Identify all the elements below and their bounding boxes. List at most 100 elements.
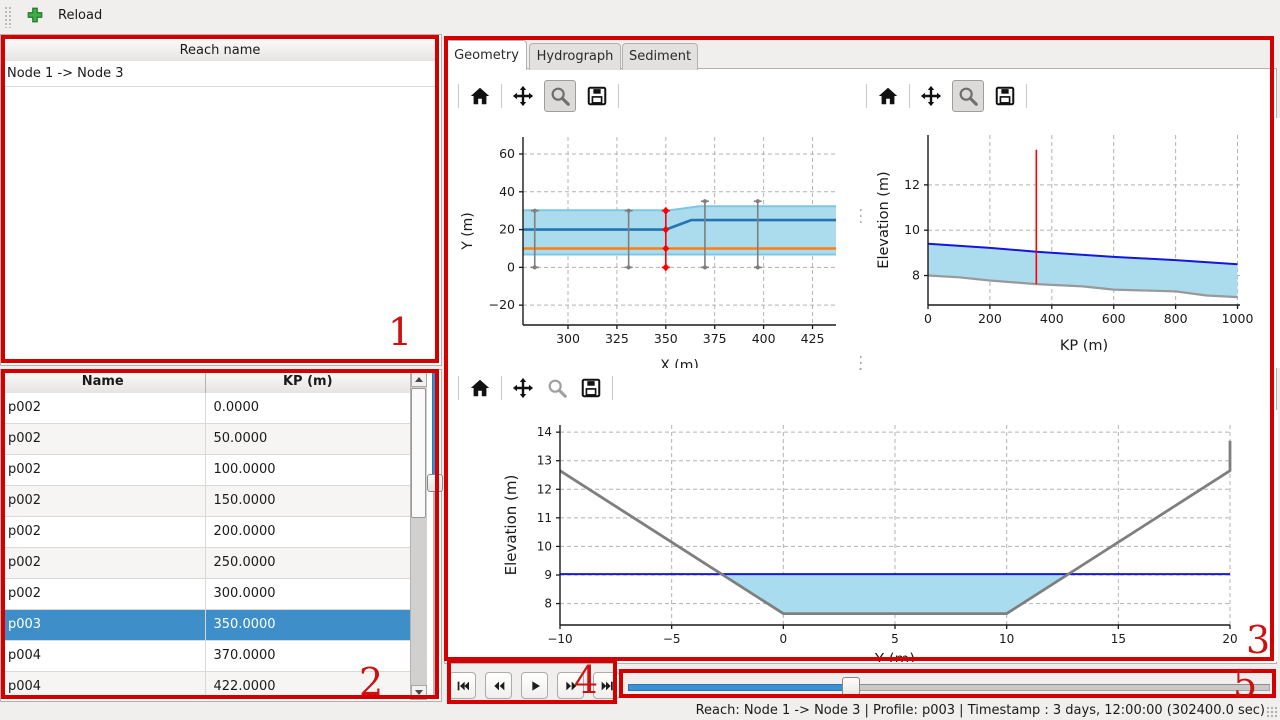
svg-text:15: 15: [1111, 632, 1126, 646]
rewind-button[interactable]: [485, 672, 512, 699]
table-row[interactable]: p002 50.0000: [1, 424, 410, 455]
cell-kp: 250.0000: [213, 555, 276, 570]
reach-panel: Reach name Node 1 -> Node 3: [0, 34, 442, 366]
splitter-handle[interactable]: [859, 207, 862, 223]
skip-to-start-button[interactable]: [449, 672, 476, 699]
toolbar-separator: [618, 84, 619, 108]
column-header-name[interactable]: Name: [1, 371, 206, 394]
time-slider-filled-track: [628, 684, 845, 691]
table-row[interactable]: p002 200.0000: [1, 517, 410, 548]
svg-text:1000: 1000: [1222, 311, 1254, 326]
svg-text:400: 400: [752, 331, 776, 346]
svg-text:9: 9: [544, 568, 552, 582]
svg-text:13: 13: [537, 454, 552, 468]
svg-text:−10: −10: [547, 632, 572, 646]
tab-sediment[interactable]: Sediment: [622, 43, 698, 70]
resize-grip[interactable]: [1266, 706, 1278, 718]
home-icon[interactable]: [875, 83, 901, 109]
zoom-icon[interactable]: [544, 80, 576, 112]
splitter-handle[interactable]: [859, 354, 862, 370]
fast-forward-button[interactable]: [557, 672, 584, 699]
cell-name: p002: [1, 455, 206, 485]
svg-text:300: 300: [556, 331, 580, 346]
zoom-icon[interactable]: [544, 375, 570, 401]
table-row[interactable]: p003 350.0000: [1, 610, 410, 641]
column-header-kp-m-[interactable]: KP (m): [205, 371, 410, 394]
toolbar-separator: [1026, 84, 1027, 108]
profile-table-panel: Name KP (m) p002 0.0000 p002 50.0000 p002 100.…: [0, 369, 442, 702]
cell-name: p002: [1, 548, 206, 578]
status-bar: Reach: Node 1 -> Node 3 | Profile: p003 …: [695, 703, 1265, 718]
home-icon[interactable]: [467, 83, 493, 109]
cell-name: p004: [1, 672, 206, 699]
vertical-slider[interactable]: [427, 371, 443, 697]
plan-view-plot[interactable]: 300 325 350 375 400 425 −20 0 20 40 60 X (m) Y (m): [450, 118, 860, 368]
profile-table: p002 0.0000 p002 50.0000 p002 100.0000 p002 150…: [1, 393, 410, 699]
svg-text:20: 20: [1222, 632, 1237, 646]
table-row[interactable]: p002 150.0000: [1, 486, 410, 517]
svg-text:60: 60: [499, 146, 515, 161]
svg-text:600: 600: [1102, 311, 1126, 326]
svg-text:350: 350: [654, 331, 678, 346]
cell-name: p004: [1, 641, 206, 671]
svg-text:Elevation (m): Elevation (m): [502, 475, 520, 576]
save-icon[interactable]: [578, 375, 604, 401]
tab-hydrograph[interactable]: Hydrograph: [529, 43, 621, 70]
home-icon[interactable]: [467, 375, 493, 401]
play-button[interactable]: [521, 672, 548, 699]
table-row[interactable]: p002 300.0000: [1, 579, 410, 610]
save-icon[interactable]: [584, 83, 610, 109]
svg-text:375: 375: [703, 331, 727, 346]
skip-to-end-button[interactable]: [593, 672, 620, 699]
toolbar-separator: [909, 84, 910, 108]
cross-section-plot-toolbar: [458, 370, 613, 406]
svg-text:0: 0: [507, 259, 515, 274]
save-icon[interactable]: [992, 83, 1018, 109]
svg-text:Elevation (m): Elevation (m): [876, 171, 892, 268]
scrollbar-thumb[interactable]: [411, 388, 426, 518]
svg-text:11: 11: [537, 511, 552, 525]
tab-geometry[interactable]: Geometry: [446, 40, 527, 70]
time-slider[interactable]: [628, 675, 1270, 698]
cell-kp: 370.0000: [213, 648, 276, 663]
svg-text:8: 8: [544, 597, 552, 611]
cell-name: p002: [1, 424, 206, 454]
vertical-slider-handle[interactable]: [427, 474, 443, 492]
svg-text:12: 12: [904, 177, 920, 192]
cell-name: p002: [1, 579, 206, 609]
time-slider-handle[interactable]: [842, 677, 860, 698]
cell-name: p002: [1, 486, 206, 516]
long-profile-plot[interactable]: 0 200 400 600 800 1000 8 10 12 KP (m) Elevation (m…: [863, 118, 1280, 368]
table-row[interactable]: p002 100.0000: [1, 455, 410, 486]
reach-list-item[interactable]: Node 1 -> Node 3: [1, 61, 439, 87]
table-row[interactable]: p002 250.0000: [1, 548, 410, 579]
svg-text:10: 10: [904, 222, 920, 237]
scroll-down-button[interactable]: [411, 685, 427, 700]
svg-text:40: 40: [499, 184, 515, 199]
reload-button[interactable]: Reload: [20, 4, 108, 26]
table-row[interactable]: p004 422.0000: [1, 672, 410, 699]
zoom-icon[interactable]: [952, 80, 984, 112]
svg-text:10: 10: [537, 539, 552, 553]
svg-text:800: 800: [1164, 311, 1188, 326]
cell-kp: 50.0000: [213, 431, 268, 446]
down-arrow-icon: [415, 690, 423, 695]
table-row[interactable]: p002 0.0000: [1, 393, 410, 424]
svg-text:8: 8: [912, 268, 920, 283]
svg-text:12: 12: [537, 482, 552, 496]
pan-icon[interactable]: [918, 83, 944, 109]
svg-text:X (m): X (m): [660, 358, 699, 368]
reach-list: Node 1 -> Node 3: [1, 61, 439, 361]
toolbar-separator: [866, 84, 867, 108]
svg-text:0: 0: [924, 311, 932, 326]
toolbar-drag-handle[interactable]: [4, 6, 12, 28]
pan-icon[interactable]: [510, 83, 536, 109]
cell-kp: 300.0000: [213, 586, 276, 601]
cross-section-plot[interactable]: −10 −5 0 5 10 15 20 8 9 10 11 12 13 14 Y (m) Elevation …: [450, 410, 1278, 662]
pan-icon[interactable]: [510, 375, 536, 401]
scroll-up-button[interactable]: [411, 372, 427, 387]
profile-table-header: Name KP (m): [1, 371, 410, 394]
svg-text:0: 0: [780, 632, 788, 646]
table-row[interactable]: p004 370.0000: [1, 641, 410, 672]
table-scrollbar[interactable]: [410, 372, 427, 700]
